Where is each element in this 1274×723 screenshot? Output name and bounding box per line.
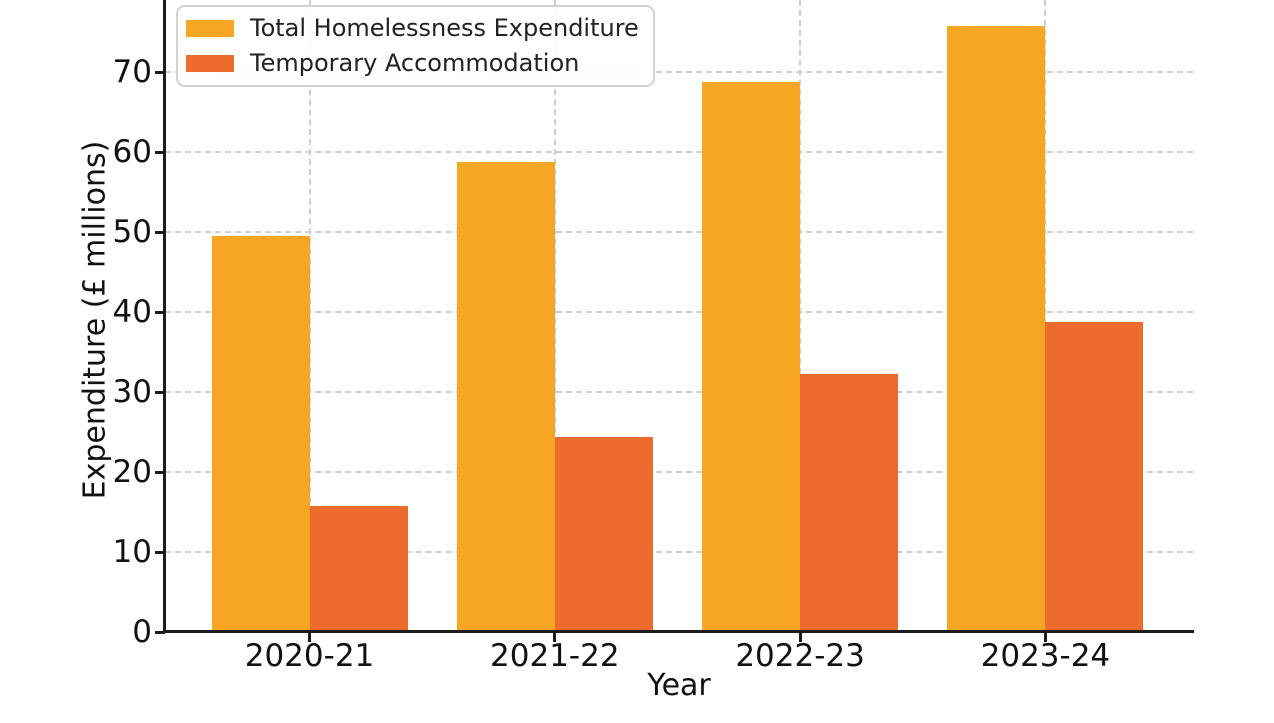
bar-total-2023-24 <box>947 25 1046 632</box>
x-tick-label: 2023-24 <box>980 638 1111 674</box>
y-tick-label: 60 <box>112 134 152 170</box>
h-gridline <box>165 311 1193 313</box>
x-axis-title: Year <box>647 668 711 703</box>
bar-temp-accom-2021-22 <box>554 436 653 632</box>
x-tick-label: 2021-22 <box>490 638 620 674</box>
h-gridline <box>165 391 1193 393</box>
legend-label: Total Homelessness Expenditure <box>250 14 639 42</box>
legend-swatch-icon <box>186 54 234 72</box>
h-gridline <box>165 71 1193 73</box>
y-tick-mark <box>155 70 165 74</box>
y-tick-mark <box>155 550 165 554</box>
h-gridline <box>165 471 1193 473</box>
bar-temp-accom-2022-23 <box>800 374 899 632</box>
y-tick-label: 70 <box>112 54 152 90</box>
h-gridline <box>165 551 1193 553</box>
y-tick-mark <box>155 310 165 314</box>
legend-label: Temporary Accommodation <box>250 49 580 77</box>
y-tick-label: 40 <box>112 294 152 330</box>
h-gridline <box>165 151 1193 153</box>
y-tick-label: 50 <box>112 214 152 250</box>
x-tick-mark <box>308 632 311 642</box>
v-gridline <box>308 0 311 632</box>
bar-total-2020-21 <box>211 236 310 632</box>
legend-item-total: Total Homelessness Expenditure <box>186 14 639 42</box>
legend-swatch-icon <box>186 19 234 37</box>
y-tick-mark <box>155 230 165 234</box>
x-tick-mark <box>553 632 557 642</box>
v-gridline <box>1044 0 1047 632</box>
y-tick-mark <box>155 470 165 474</box>
x-tick-mark <box>1043 632 1047 642</box>
bar-temp-accom-2023-24 <box>1045 321 1144 632</box>
h-gridline <box>165 231 1193 233</box>
v-gridline <box>553 0 556 632</box>
y-axis-line <box>163 0 166 633</box>
y-tick-mark <box>155 150 165 154</box>
y-tick-label: 10 <box>112 534 152 570</box>
y-tick-mark <box>155 630 165 634</box>
bar-total-2022-23 <box>702 81 801 632</box>
legend-item-temp-accom: Temporary Accommodation <box>186 49 639 77</box>
legend: Total Homelessness Expenditure Temporary … <box>176 5 655 87</box>
bar-total-2021-22 <box>456 161 555 632</box>
x-tick-mark <box>798 632 802 642</box>
y-tick-label: 20 <box>112 454 152 490</box>
x-tick-label: 2022-23 <box>735 638 865 674</box>
x-axis-line <box>163 630 1194 633</box>
bar-temp-accom-2020-21 <box>309 505 408 632</box>
y-tick-label: 0 <box>132 614 152 650</box>
y-axis-title: Expenditure (£ millions) <box>77 140 113 500</box>
x-tick-label: 2020-21 <box>244 638 375 674</box>
v-gridline <box>799 0 802 632</box>
y-tick-label: 30 <box>112 374 152 410</box>
y-tick-mark <box>155 390 165 394</box>
